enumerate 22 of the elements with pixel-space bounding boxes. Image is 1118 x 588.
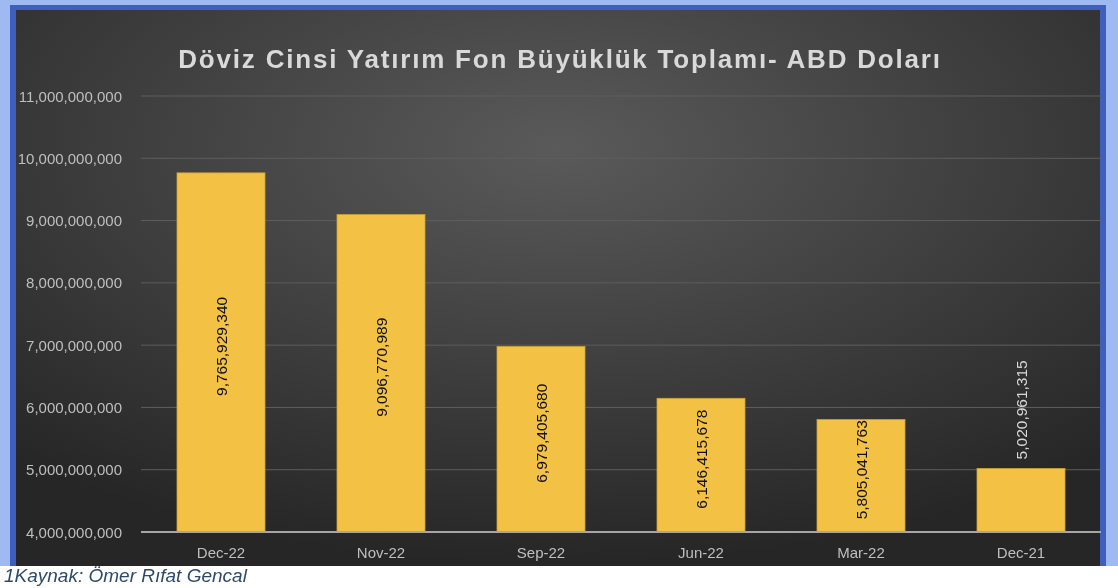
x-tick-label: Nov-22	[356, 543, 406, 561]
y-tick-label: 5,000,000,000	[26, 461, 122, 479]
x-tick-label: Dec-21	[996, 543, 1046, 561]
y-tick-label: 6,000,000,000	[26, 398, 122, 416]
x-tick-label: Dec-22	[196, 543, 246, 561]
x-tick-label: Jun-22	[678, 543, 724, 561]
y-tick-label: 10,000,000,000	[17, 149, 122, 167]
y-tick-label: 9,000,000,000	[26, 212, 122, 230]
text: 1Kaynak: Ömer Rıfat Gencal	[4, 565, 248, 586]
y-tick-label: 8,000,000,000	[26, 274, 122, 292]
data-label: 6,979,405,680	[532, 383, 550, 483]
y-tick-label: 7,000,000,000	[26, 336, 122, 354]
y-tick-label: 11,000,000,000	[18, 87, 122, 105]
chart-title: Döviz Cinsi Yatırım Fon Büyüklük Toplamı- ABD Doları	[178, 44, 942, 74]
data-label: 9,765,929,340	[212, 296, 230, 396]
data-label: 5,805,041,763	[852, 420, 870, 520]
x-tick-label: Mar-22	[837, 543, 885, 561]
data-label: 9,096,770,989	[372, 317, 390, 417]
x-tick-label: Sep-22	[516, 543, 566, 561]
y-tick-label: 4,000,000,000	[26, 523, 122, 541]
data-label: 5,020,961,315	[1012, 360, 1030, 460]
data-label: 6,146,415,678	[692, 409, 710, 509]
